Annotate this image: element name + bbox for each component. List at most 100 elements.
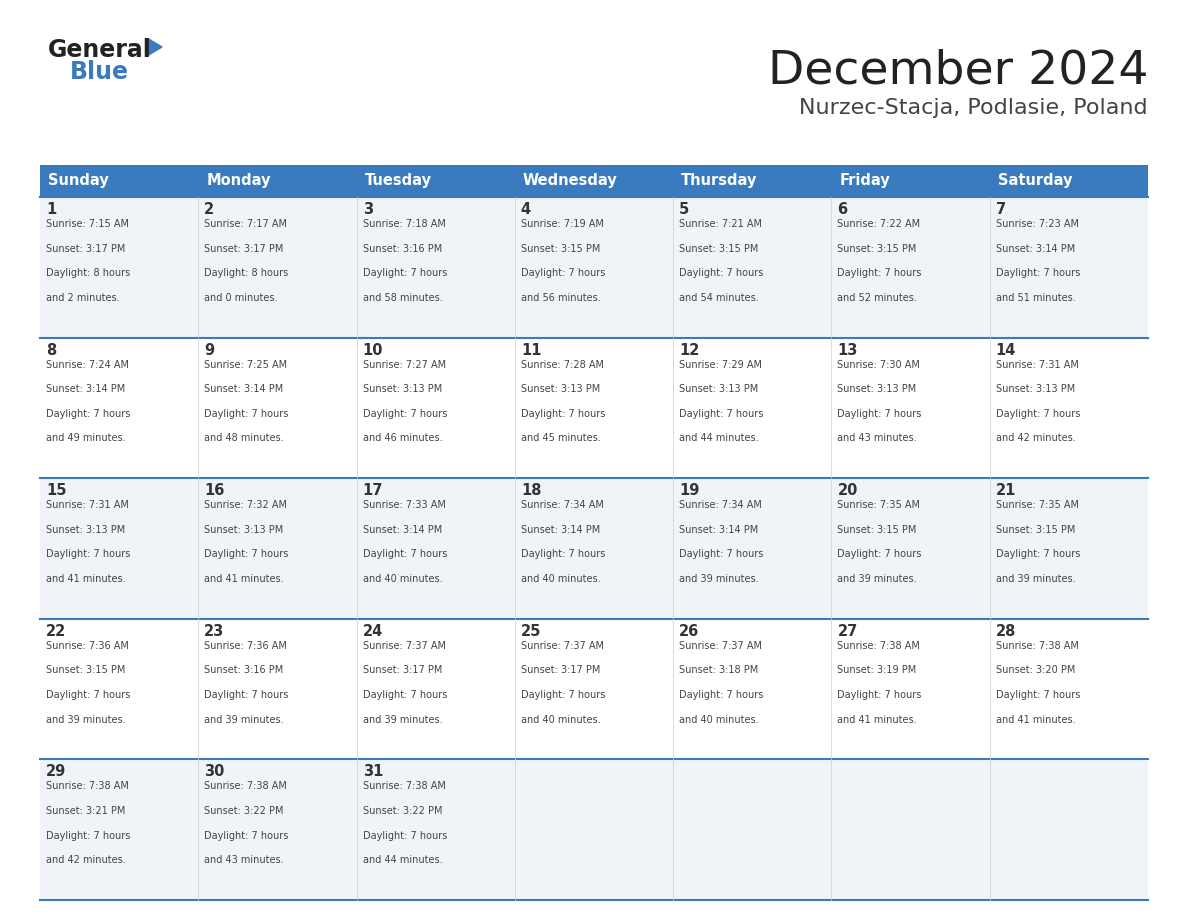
Text: Daylight: 7 hours: Daylight: 7 hours: [204, 690, 289, 700]
Text: Sunrise: 7:38 AM: Sunrise: 7:38 AM: [46, 781, 128, 791]
Text: Sunrise: 7:37 AM: Sunrise: 7:37 AM: [680, 641, 763, 651]
Text: Daylight: 7 hours: Daylight: 7 hours: [520, 549, 605, 559]
Text: Daylight: 7 hours: Daylight: 7 hours: [680, 690, 764, 700]
Text: Daylight: 8 hours: Daylight: 8 hours: [204, 268, 289, 278]
Text: Daylight: 7 hours: Daylight: 7 hours: [996, 409, 1080, 419]
Bar: [40, 197, 1148, 338]
Text: and 41 minutes.: and 41 minutes.: [838, 714, 917, 724]
Text: and 46 minutes.: and 46 minutes.: [362, 433, 442, 443]
Text: Daylight: 7 hours: Daylight: 7 hours: [680, 549, 764, 559]
Text: 16: 16: [204, 483, 225, 498]
Text: Sunrise: 7:38 AM: Sunrise: 7:38 AM: [838, 641, 921, 651]
Text: and 48 minutes.: and 48 minutes.: [204, 433, 284, 443]
Text: Sunset: 3:13 PM: Sunset: 3:13 PM: [838, 385, 917, 394]
Text: Sunrise: 7:36 AM: Sunrise: 7:36 AM: [46, 641, 128, 651]
Text: and 52 minutes.: and 52 minutes.: [838, 293, 917, 303]
Text: and 43 minutes.: and 43 minutes.: [204, 856, 284, 865]
Text: Friday: Friday: [840, 174, 890, 188]
Text: Sunrise: 7:17 AM: Sunrise: 7:17 AM: [204, 219, 287, 229]
Text: December 2024: December 2024: [767, 48, 1148, 93]
Text: 15: 15: [46, 483, 67, 498]
Text: Sunset: 3:17 PM: Sunset: 3:17 PM: [520, 666, 600, 676]
Text: Sunset: 3:14 PM: Sunset: 3:14 PM: [996, 243, 1075, 253]
Text: 27: 27: [838, 624, 858, 639]
Bar: [832, 165, 990, 197]
Text: and 39 minutes.: and 39 minutes.: [996, 574, 1075, 584]
Bar: [674, 165, 832, 197]
Text: Daylight: 7 hours: Daylight: 7 hours: [46, 549, 131, 559]
Text: Sunset: 3:14 PM: Sunset: 3:14 PM: [46, 385, 125, 394]
Text: Wednesday: Wednesday: [523, 174, 618, 188]
Text: 17: 17: [362, 483, 383, 498]
Text: 31: 31: [362, 765, 383, 779]
Polygon shape: [148, 39, 162, 55]
Text: and 40 minutes.: and 40 minutes.: [520, 574, 600, 584]
Text: Sunset: 3:16 PM: Sunset: 3:16 PM: [362, 243, 442, 253]
Text: 24: 24: [362, 624, 383, 639]
Text: 26: 26: [680, 624, 700, 639]
Text: and 39 minutes.: and 39 minutes.: [838, 574, 917, 584]
Text: Daylight: 7 hours: Daylight: 7 hours: [838, 409, 922, 419]
Text: Sunday: Sunday: [48, 174, 108, 188]
Text: Sunset: 3:21 PM: Sunset: 3:21 PM: [46, 806, 126, 816]
Text: Daylight: 7 hours: Daylight: 7 hours: [362, 831, 447, 841]
Text: and 2 minutes.: and 2 minutes.: [46, 293, 120, 303]
Text: and 41 minutes.: and 41 minutes.: [46, 574, 126, 584]
Text: Daylight: 7 hours: Daylight: 7 hours: [680, 409, 764, 419]
Text: Daylight: 7 hours: Daylight: 7 hours: [46, 409, 131, 419]
Text: Sunrise: 7:24 AM: Sunrise: 7:24 AM: [46, 360, 129, 370]
Text: and 40 minutes.: and 40 minutes.: [520, 714, 600, 724]
Bar: [40, 165, 198, 197]
Text: Sunrise: 7:37 AM: Sunrise: 7:37 AM: [362, 641, 446, 651]
Text: 5: 5: [680, 202, 689, 217]
Text: Sunrise: 7:30 AM: Sunrise: 7:30 AM: [838, 360, 921, 370]
Text: Daylight: 7 hours: Daylight: 7 hours: [362, 549, 447, 559]
Bar: [514, 165, 674, 197]
Text: Daylight: 7 hours: Daylight: 7 hours: [362, 409, 447, 419]
Text: Daylight: 7 hours: Daylight: 7 hours: [204, 549, 289, 559]
Text: 21: 21: [996, 483, 1016, 498]
Text: and 39 minutes.: and 39 minutes.: [362, 714, 442, 724]
Text: Sunrise: 7:19 AM: Sunrise: 7:19 AM: [520, 219, 604, 229]
Text: and 41 minutes.: and 41 minutes.: [204, 574, 284, 584]
Text: Sunrise: 7:35 AM: Sunrise: 7:35 AM: [996, 500, 1079, 510]
Text: Daylight: 7 hours: Daylight: 7 hours: [204, 409, 289, 419]
Text: Daylight: 7 hours: Daylight: 7 hours: [46, 831, 131, 841]
Text: 19: 19: [680, 483, 700, 498]
Text: and 44 minutes.: and 44 minutes.: [680, 433, 759, 443]
Text: Nurzec-Stacja, Podlasie, Poland: Nurzec-Stacja, Podlasie, Poland: [800, 98, 1148, 118]
Text: 4: 4: [520, 202, 531, 217]
Text: Sunrise: 7:34 AM: Sunrise: 7:34 AM: [520, 500, 604, 510]
Text: 8: 8: [46, 342, 56, 358]
Text: 13: 13: [838, 342, 858, 358]
Text: Sunrise: 7:29 AM: Sunrise: 7:29 AM: [680, 360, 763, 370]
Text: Sunset: 3:13 PM: Sunset: 3:13 PM: [362, 385, 442, 394]
Text: 29: 29: [46, 765, 67, 779]
Text: and 39 minutes.: and 39 minutes.: [46, 714, 126, 724]
Text: Sunrise: 7:32 AM: Sunrise: 7:32 AM: [204, 500, 287, 510]
Text: and 41 minutes.: and 41 minutes.: [996, 714, 1075, 724]
Text: and 42 minutes.: and 42 minutes.: [996, 433, 1075, 443]
Text: and 42 minutes.: and 42 minutes.: [46, 856, 126, 865]
Bar: [40, 759, 1148, 900]
Text: Sunrise: 7:37 AM: Sunrise: 7:37 AM: [520, 641, 604, 651]
Text: 10: 10: [362, 342, 383, 358]
Text: Sunset: 3:17 PM: Sunset: 3:17 PM: [204, 243, 284, 253]
Text: Sunset: 3:17 PM: Sunset: 3:17 PM: [362, 666, 442, 676]
Text: 25: 25: [520, 624, 542, 639]
Text: Sunset: 3:15 PM: Sunset: 3:15 PM: [838, 243, 917, 253]
Text: Sunset: 3:15 PM: Sunset: 3:15 PM: [520, 243, 600, 253]
Text: 18: 18: [520, 483, 542, 498]
Text: Daylight: 7 hours: Daylight: 7 hours: [838, 690, 922, 700]
Text: Sunrise: 7:31 AM: Sunrise: 7:31 AM: [996, 360, 1079, 370]
Text: and 49 minutes.: and 49 minutes.: [46, 433, 126, 443]
Text: Sunset: 3:15 PM: Sunset: 3:15 PM: [996, 525, 1075, 535]
Text: and 43 minutes.: and 43 minutes.: [838, 433, 917, 443]
Text: and 39 minutes.: and 39 minutes.: [680, 574, 759, 584]
Text: Sunset: 3:13 PM: Sunset: 3:13 PM: [520, 385, 600, 394]
Text: Sunrise: 7:27 AM: Sunrise: 7:27 AM: [362, 360, 446, 370]
Text: and 39 minutes.: and 39 minutes.: [204, 714, 284, 724]
Text: 7: 7: [996, 202, 1006, 217]
Text: Sunset: 3:14 PM: Sunset: 3:14 PM: [204, 385, 284, 394]
Text: and 40 minutes.: and 40 minutes.: [362, 574, 442, 584]
